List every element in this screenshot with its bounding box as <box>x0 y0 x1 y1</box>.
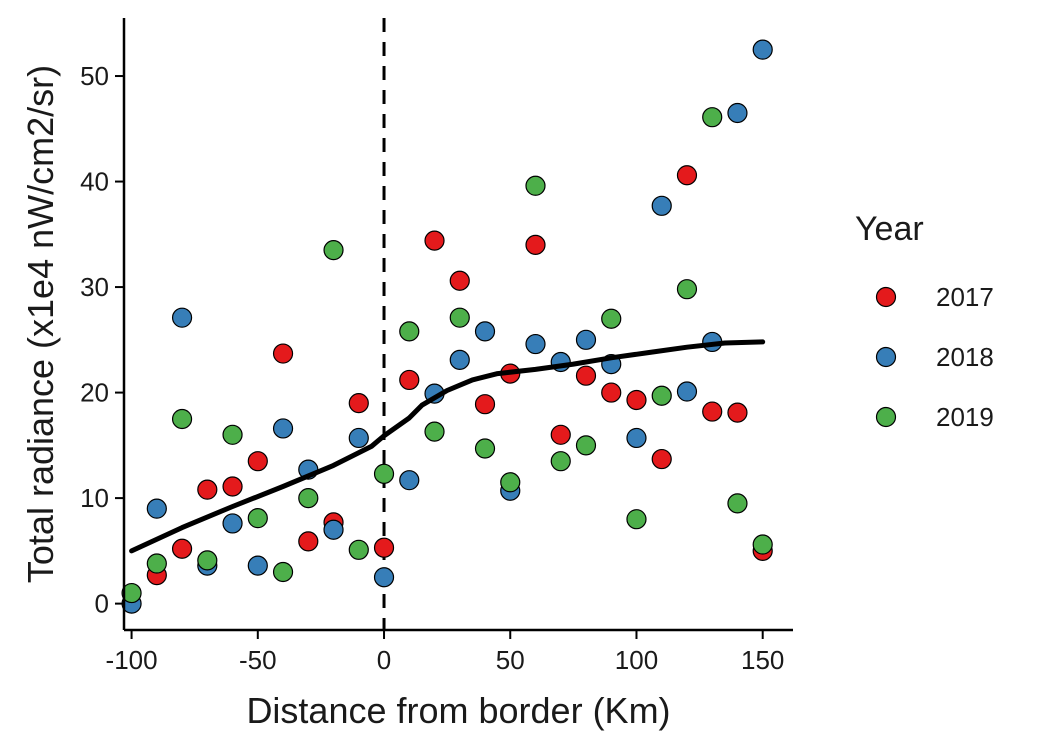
legend-title: Year <box>855 210 924 248</box>
data-point <box>651 448 672 470</box>
legend-key-2018 <box>875 346 897 368</box>
data-point <box>424 230 445 251</box>
data-point <box>171 408 193 430</box>
data-point <box>702 401 723 422</box>
data-point <box>474 394 496 415</box>
data-point <box>298 488 319 509</box>
data-point <box>323 519 344 540</box>
series-2018 <box>121 39 773 614</box>
y-tick-label: 50 <box>80 61 109 91</box>
data-point <box>222 424 243 445</box>
data-point <box>272 343 294 364</box>
series-2019 <box>121 107 773 604</box>
data-point <box>752 39 773 60</box>
x-axis-title: Distance from border (Km) <box>246 690 670 731</box>
data-point <box>399 321 420 342</box>
data-point <box>222 513 243 534</box>
y-tick-label: 0 <box>95 589 109 619</box>
data-point <box>727 493 748 514</box>
data-point <box>373 567 395 588</box>
data-point <box>575 365 597 386</box>
data-point <box>247 508 268 529</box>
data-point <box>676 381 698 402</box>
y-tick-label: 30 <box>80 272 109 302</box>
data-point <box>752 534 773 555</box>
data-point <box>399 369 420 391</box>
data-point <box>474 438 496 459</box>
y-tick-label: 20 <box>80 378 109 408</box>
data-point <box>676 279 698 300</box>
data-point <box>449 270 470 291</box>
data-point <box>373 463 395 484</box>
data-point <box>146 553 167 574</box>
data-point <box>197 550 218 571</box>
data-point <box>121 582 142 604</box>
axes: -100 -50 0 50 100 150 0 10 20 30 40 50 <box>80 18 793 675</box>
legend-key-2017 <box>875 286 897 308</box>
data-point <box>651 195 672 216</box>
data-point <box>626 509 647 530</box>
legend-label-2019: 2019 <box>936 402 994 432</box>
x-tick-label: 100 <box>615 645 658 675</box>
data-point <box>601 382 622 403</box>
data-point <box>525 333 546 355</box>
data-point <box>500 472 521 493</box>
data-point <box>247 555 268 576</box>
data-point <box>525 175 546 196</box>
data-point <box>272 418 294 439</box>
x-tick-label: 150 <box>741 645 784 675</box>
data-point <box>323 240 344 261</box>
data-point <box>575 435 597 456</box>
data-point <box>399 470 420 491</box>
data-point <box>449 349 470 370</box>
legend-label-2018: 2018 <box>936 342 994 372</box>
data-point <box>272 561 294 583</box>
x-tick-label: 50 <box>496 645 525 675</box>
data-point <box>222 476 243 497</box>
x-tick-label: -100 <box>106 645 158 675</box>
data-point <box>550 451 571 472</box>
data-point <box>525 234 546 255</box>
data-point <box>424 421 445 442</box>
data-point <box>247 451 268 472</box>
data-point <box>626 427 647 449</box>
trend-line <box>129 339 766 554</box>
data-point <box>298 531 319 552</box>
data-point <box>373 537 395 558</box>
data-point <box>601 308 622 329</box>
x-tick-label: -50 <box>239 645 277 675</box>
data-point <box>727 402 748 423</box>
legend-key-2019 <box>875 406 897 428</box>
data-point <box>474 321 496 342</box>
y-tick-label: 40 <box>80 167 109 197</box>
x-tick-label: 0 <box>377 645 391 675</box>
y-tick-label: 10 <box>80 483 109 513</box>
y-axis-title: Total radiance (x1e4 nW/cm2/sr) <box>20 65 61 583</box>
data-point <box>575 329 597 350</box>
data-point <box>727 102 748 124</box>
data-point <box>171 307 193 328</box>
data-point <box>626 389 647 411</box>
data-point <box>197 479 218 500</box>
data-point <box>702 107 723 128</box>
data-point <box>676 165 698 186</box>
plot-area <box>121 18 773 630</box>
data-point <box>449 307 470 328</box>
legend: Year 2017 2018 2019 <box>855 210 994 432</box>
legend-label-2017: 2017 <box>936 282 994 312</box>
data-point <box>348 539 369 560</box>
data-point <box>348 427 369 449</box>
data-point <box>171 538 193 559</box>
data-point <box>348 393 369 414</box>
data-point <box>651 385 672 406</box>
data-point <box>146 498 167 519</box>
data-point <box>550 424 571 445</box>
